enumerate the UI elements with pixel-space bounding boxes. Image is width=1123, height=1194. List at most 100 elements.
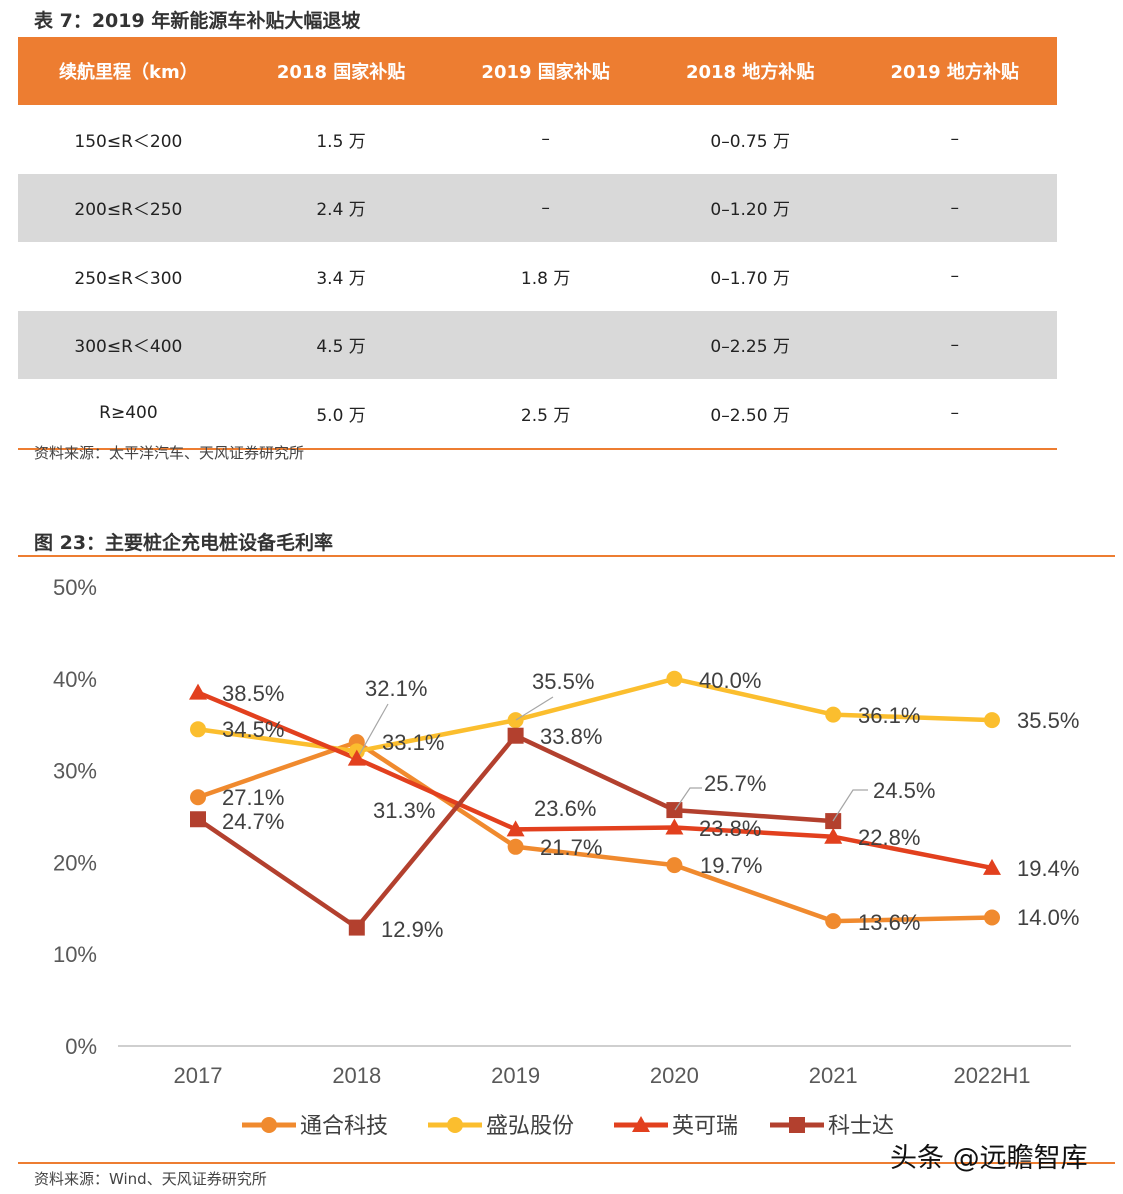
data-label: 40.0%: [699, 668, 761, 693]
table-cell: 1.5 万: [316, 131, 366, 152]
table-row: 200≤R＜250 2.4 万 –0–1.20 万 –: [18, 173, 1057, 242]
table-cell: 200≤R＜250: [18, 173, 239, 242]
data-label: 25.7%: [704, 771, 766, 796]
x-tick-label: 2017: [174, 1063, 223, 1088]
data-point-triangle: [506, 820, 525, 837]
table-row: 150≤R＜200 1.5 万 – 0–0.75 万 –: [18, 105, 1057, 174]
data-point-square: [789, 1117, 805, 1133]
table-cell: 300≤R＜400: [18, 310, 239, 379]
header-2018-local: 2018 地方补贴: [647, 37, 853, 105]
data-point-square: [507, 727, 524, 744]
table-cell: –: [852, 310, 1057, 379]
data-label: 13.6%: [858, 910, 920, 935]
table-title: 表 7：2019 年新能源车补贴大幅退坡: [34, 10, 361, 32]
data-point-triangle: [824, 827, 843, 844]
table-cell: –: [541, 129, 550, 150]
table-cell: –: [950, 129, 959, 150]
source-divider: [18, 1162, 1115, 1164]
title-divider: [18, 555, 1115, 557]
data-label: 32.1%: [365, 676, 427, 701]
data-point-triangle: [189, 683, 207, 700]
data-label: 34.5%: [222, 717, 284, 742]
table-header-row: 续航里程（km） 2018 国家补贴 2019 国家补贴 2018 地方补贴 2…: [18, 37, 1057, 105]
data-label: 36.1%: [858, 703, 920, 728]
data-point-triangle: [632, 1116, 650, 1132]
table-cell: 2.5 万: [443, 379, 648, 450]
data-label: 19.7%: [700, 853, 762, 878]
y-tick-label: 10%: [53, 942, 97, 967]
data-label: 33.8%: [540, 724, 602, 749]
data-point-circle: [190, 721, 206, 738]
table-cell: 0–2.25 万: [647, 310, 853, 379]
data-label: 21.7%: [540, 835, 602, 860]
table-cell: –: [852, 173, 1057, 242]
data-point-circle: [666, 857, 683, 874]
table-cell: 2.4 万: [238, 173, 444, 242]
data-label: 24.7%: [222, 809, 284, 834]
data-label: 12.9%: [381, 917, 443, 942]
table-cell: [443, 310, 648, 379]
table-cell: 3.4 万: [316, 268, 366, 289]
legend-label: 英可瑞: [672, 1114, 738, 1139]
subsidy-table: 续航里程（km） 2018 国家补贴 2019 国家补贴 2018 地方补贴 2…: [18, 37, 1057, 450]
data-label: 23.6%: [534, 796, 596, 821]
table-row: 250≤R＜300 3.4 万 1.8 万 0–1.70 万 –: [18, 242, 1057, 311]
leader-line: [674, 787, 702, 811]
data-point-circle: [507, 838, 524, 855]
data-point-circle: [507, 712, 524, 729]
data-label: 27.1%: [222, 785, 284, 810]
data-point-triangle: [983, 858, 1001, 875]
table-cell: 250≤R＜300: [74, 268, 183, 289]
x-tick-label: 2020: [650, 1063, 699, 1088]
header-2019-national: 2019 国家补贴: [443, 37, 648, 105]
data-label: 24.5%: [873, 778, 935, 803]
x-tick-label: 2021: [809, 1063, 858, 1088]
table-row: 300≤R＜400 4.5 万 0–2.25 万 –: [18, 310, 1057, 379]
header-range: 续航里程（km）: [18, 37, 239, 105]
data-point-circle: [825, 706, 842, 723]
legend-label: 盛弘股份: [486, 1114, 574, 1139]
header-2018-national: 2018 国家补贴: [238, 37, 444, 105]
data-point-circle: [984, 712, 1000, 729]
data-label: 14.0%: [1017, 905, 1079, 930]
legend-label: 通合科技: [300, 1114, 388, 1139]
y-tick-label: 20%: [53, 850, 97, 875]
data-label: 33.1%: [382, 730, 444, 755]
y-tick-label: 30%: [53, 759, 97, 784]
legend-label: 科士达: [828, 1114, 894, 1139]
x-tick-label: 2022H1: [953, 1063, 1030, 1088]
table-cell: R≥400: [18, 379, 239, 450]
table-cell: 0–1.20 万: [647, 173, 853, 242]
data-label: 35.5%: [532, 669, 594, 694]
table-cell: 5.0 万: [238, 379, 444, 450]
figure-title: 图 23：主要桩企充电桩设备毛利率: [34, 532, 334, 554]
leader-line: [515, 696, 554, 721]
table-cell: 150≤R＜200: [74, 131, 183, 152]
table-source: 资料来源：太平洋汽车、天风证券研究所: [34, 444, 305, 462]
data-point-circle: [261, 1117, 277, 1133]
series-line: [197, 690, 993, 871]
data-point-triangle: [347, 749, 366, 766]
series-line: [197, 739, 993, 924]
table-cell: 0–2.50 万: [647, 379, 853, 450]
data-point-circle: [190, 789, 206, 806]
table-cell: 0–0.75 万: [710, 131, 790, 152]
x-tick-label: 2018: [332, 1063, 381, 1088]
figure-source: 资料来源：Wind、天风证券研究所: [34, 1170, 267, 1188]
leader-line: [832, 789, 868, 822]
table-cell: 1.8 万: [520, 268, 571, 289]
data-label: 22.8%: [858, 825, 920, 850]
watermark: 头条 @远瞻智库: [890, 1143, 1088, 1174]
table-cell: 0–1.70 万: [710, 268, 790, 289]
table-cell: 4.5 万: [238, 310, 444, 379]
data-point-circle: [984, 909, 1000, 926]
table-row: R≥400 5.0 万 2.5 万 0–2.50 万 –: [18, 379, 1057, 450]
data-point-square: [190, 811, 206, 828]
y-tick-label: 50%: [53, 575, 97, 600]
data-point-circle: [825, 913, 842, 930]
y-tick-label: 40%: [53, 667, 97, 692]
table-cell: –: [852, 379, 1057, 450]
data-point-square: [348, 919, 365, 936]
data-point-triangle: [665, 818, 684, 835]
